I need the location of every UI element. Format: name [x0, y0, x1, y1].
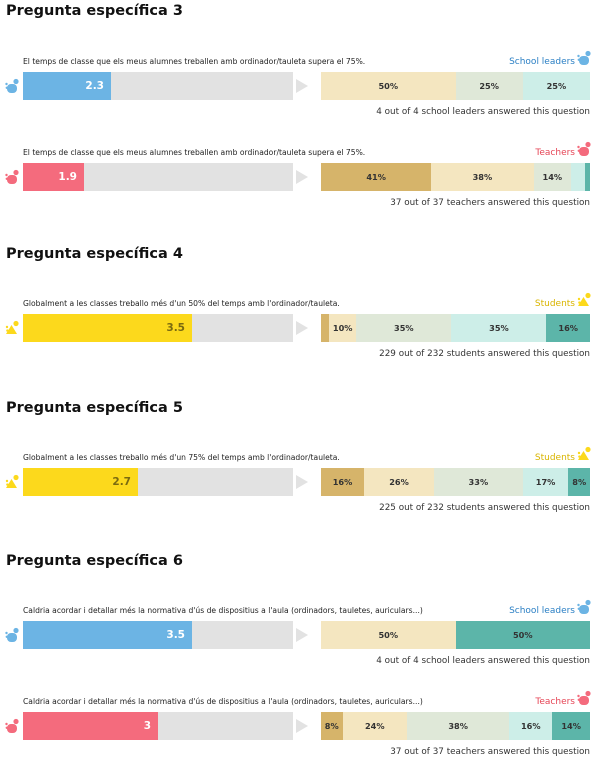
mean-bar: 3.5 [23, 314, 192, 342]
distribution-segment: 33% [433, 468, 523, 496]
teachers-icon [4, 717, 20, 735]
distribution-bar: 16% 26% 33% 17% 8% [321, 468, 590, 496]
school-leaders-icon [4, 626, 20, 644]
mean-bar-track: 2.3 [23, 72, 293, 100]
distribution-segment [571, 163, 585, 191]
answered-count: 4 out of 4 school leaders answered this … [376, 107, 590, 117]
distribution-bar: 50% 50% [321, 621, 590, 649]
mean-bar: 1.9 [23, 163, 84, 191]
distribution-segment: 50% [321, 72, 456, 100]
distribution-bar: 50% 25% 25% [321, 72, 590, 100]
school-leaders-icon [576, 598, 592, 616]
mean-bar-track: 3.5 [23, 621, 293, 649]
question-text: Globalment a les classes treballo més d'… [23, 299, 340, 308]
arrow-right-icon [296, 719, 308, 733]
distribution-segment: 8% [321, 712, 343, 740]
question-block: Globalment a les classes treballo més d'… [0, 292, 597, 379]
answered-count: 4 out of 4 school leaders answered this … [376, 656, 590, 666]
distribution-segment [321, 314, 330, 342]
distribution-segment: 38% [431, 163, 534, 191]
distribution-bar: 8% 24% 38% 16% 14% [321, 712, 590, 740]
group-label: Teachers [535, 148, 575, 158]
distribution-segment: 38% [407, 712, 510, 740]
distribution-segment: 35% [356, 314, 452, 342]
arrow-right-icon [296, 628, 308, 642]
section-title: Pregunta específica 5 [6, 400, 183, 416]
answered-count: 37 out of 37 teachers answered this ques… [390, 198, 590, 208]
mean-bar: 2.7 [23, 468, 138, 496]
question-text: El temps de classe que els meus alumnes … [23, 148, 366, 157]
question-text: El temps de classe que els meus alumnes … [23, 57, 366, 66]
distribution-segment: 8% [568, 468, 590, 496]
mean-bar-track: 3 [23, 712, 293, 740]
group-label: School leaders [509, 606, 575, 616]
mean-bar-track: 1.9 [23, 163, 293, 191]
distribution-segment: 14% [552, 712, 590, 740]
mean-bar: 3 [23, 712, 158, 740]
arrow-right-icon [296, 79, 308, 93]
group-label: Students [534, 453, 575, 463]
answered-count: 37 out of 37 teachers answered this ques… [390, 747, 590, 757]
answered-count: 229 out of 232 students answered this qu… [379, 349, 590, 359]
distribution-segment [584, 163, 590, 191]
group-label: School leaders [509, 57, 575, 67]
teachers-icon [4, 168, 20, 186]
students-icon [576, 445, 592, 463]
arrow-right-icon [296, 170, 308, 184]
students-icon [4, 319, 20, 337]
answered-count: 225 out of 232 students answered this qu… [379, 503, 590, 513]
distribution-bar: 41% 38% 14% [321, 163, 590, 191]
distribution-segment: 17% [522, 468, 569, 496]
school-leaders-icon [576, 49, 592, 67]
section-title: Pregunta específica 6 [6, 553, 183, 569]
distribution-segment: 41% [321, 163, 432, 191]
distribution-segment: 50% [321, 621, 456, 649]
teachers-icon [576, 689, 592, 707]
distribution-segment: 35% [451, 314, 547, 342]
mean-bar-track: 2.7 [23, 468, 293, 496]
teachers-icon [576, 140, 592, 158]
question-text: Caldria acordar i detallar més la normat… [23, 697, 423, 706]
distribution-bar: 10% 35% 35% 16% [321, 314, 590, 342]
question-text: Globalment a les classes treballo més d'… [23, 453, 340, 462]
group-label: Students [534, 299, 575, 309]
mean-bar-track: 3.5 [23, 314, 293, 342]
distribution-segment: 16% [509, 712, 553, 740]
mean-bar: 2.3 [23, 72, 111, 100]
question-text: Caldria acordar i detallar més la normat… [23, 606, 423, 615]
question-block: Caldria acordar i detallar més la normat… [0, 690, 597, 777]
distribution-segment: 24% [342, 712, 408, 740]
question-block: El temps de classe que els meus alumnes … [0, 141, 597, 228]
section-title: Pregunta específica 3 [6, 3, 183, 19]
students-icon [4, 473, 20, 491]
section-title: Pregunta específica 4 [6, 246, 183, 262]
distribution-segment: 50% [455, 621, 590, 649]
mean-bar: 3.5 [23, 621, 192, 649]
arrow-right-icon [296, 321, 308, 335]
arrow-right-icon [296, 475, 308, 489]
distribution-segment: 25% [455, 72, 523, 100]
school-leaders-icon [4, 77, 20, 95]
group-label: Teachers [535, 697, 575, 707]
question-block: Caldria acordar i detallar més la normat… [0, 599, 597, 686]
distribution-segment: 26% [364, 468, 434, 496]
distribution-segment: 10% [329, 314, 357, 342]
students-icon [576, 291, 592, 309]
distribution-segment: 14% [533, 163, 572, 191]
distribution-segment: 16% [321, 468, 365, 496]
question-block: El temps de classe que els meus alumnes … [0, 50, 597, 137]
distribution-segment: 25% [522, 72, 590, 100]
question-block: Globalment a les classes treballo més d'… [0, 446, 597, 533]
distribution-segment: 16% [546, 314, 590, 342]
